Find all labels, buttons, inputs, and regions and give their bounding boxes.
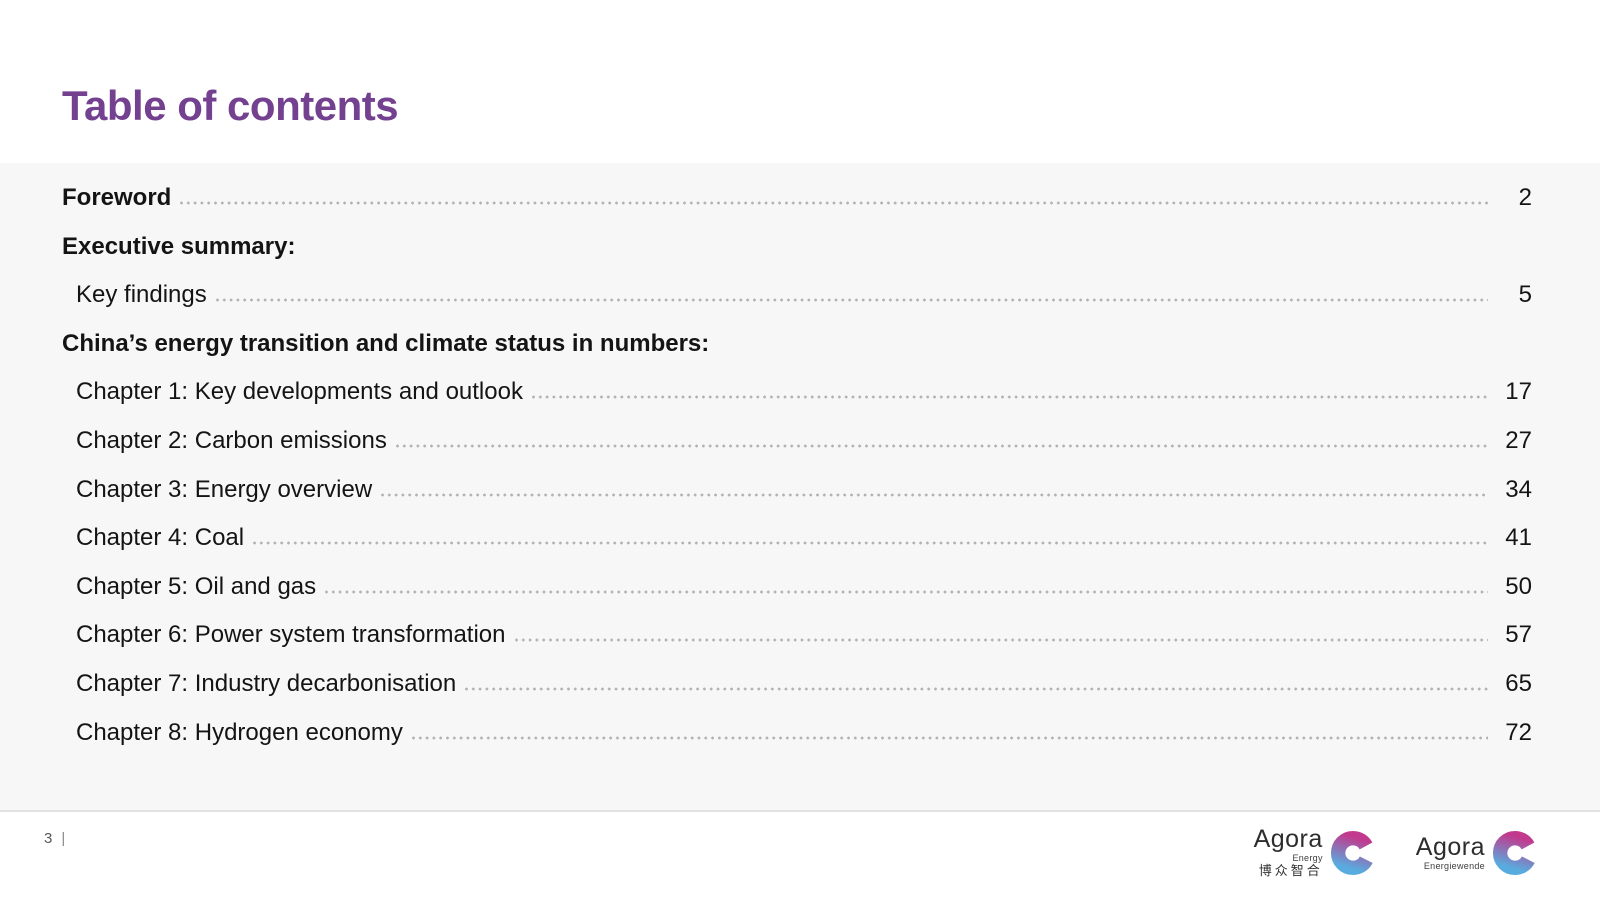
- toc-entry-label: Chapter 8: Hydrogen economy: [76, 718, 403, 746]
- toc-entry-page-number: 17: [1505, 378, 1532, 406]
- toc-entry-label: Chapter 2: Carbon emissions: [76, 426, 387, 454]
- toc-entry[interactable]: Chapter 4: Coal 41: [62, 524, 1532, 573]
- agora-c-logo-icon: [1330, 830, 1375, 876]
- dotted-leader: [531, 395, 1488, 400]
- toc-entry[interactable]: Chapter 1: Key developments and outlook 1…: [62, 378, 1532, 427]
- dotted-leader: [180, 201, 1488, 205]
- toc-entry-label: China’s energy transition and climate st…: [62, 329, 710, 357]
- toc-entry[interactable]: Chapter 6: Power system transformation 57: [62, 621, 1532, 670]
- toc-entry-label: Chapter 4: Coal: [76, 524, 245, 552]
- toc-entry-page-number: 27: [1505, 426, 1532, 454]
- table-of-contents: Foreword 2 Executive summary: Key findings 5…: [0, 163, 1600, 812]
- logo-name: Agora: [1415, 833, 1485, 862]
- logo-energiewende: Agora Energiewende: [1416, 830, 1538, 876]
- toc-entry[interactable]: Chapter 5: Oil and gas 50: [62, 573, 1532, 622]
- toc-entry[interactable]: Foreword 2: [62, 184, 1532, 233]
- toc-entry-label: Executive summary:: [62, 232, 296, 260]
- toc-list: Foreword 2 Executive summary: Key findings 5…: [62, 184, 1532, 767]
- toc-entry-page-number: 41: [1505, 524, 1532, 552]
- toc-entry-label: Chapter 5: Oil and gas: [76, 572, 317, 600]
- dotted-leader: [325, 589, 1488, 594]
- toc-entry-label: Foreword: [62, 184, 172, 211]
- toc-section-heading: Executive summary:: [62, 233, 1532, 282]
- dotted-leader: [514, 638, 1488, 643]
- toc-entry-page-number: 57: [1505, 621, 1532, 649]
- slide-number-value: 3: [44, 830, 53, 847]
- dotted-leader: [381, 492, 1488, 497]
- toc-entry-label: Key findings: [76, 281, 207, 309]
- dotted-leader: [411, 735, 1488, 740]
- dotted-leader: [395, 443, 1488, 448]
- slide-number: 3 |: [44, 830, 65, 847]
- logo-wordmark: Agora Energy 博众智合: [1254, 827, 1323, 879]
- toc-entry-label: Chapter 3: Energy overview: [76, 475, 373, 503]
- agora-c-logo-icon: [1492, 830, 1538, 876]
- logo-subtitle: Energiewende: [1423, 860, 1485, 871]
- dotted-leader: [215, 298, 1488, 303]
- toc-entry-page-number: 72: [1505, 718, 1532, 746]
- logo-wordmark: Agora Energiewende: [1416, 835, 1485, 871]
- toc-entry-label: Chapter 6: Power system transformation: [76, 621, 506, 649]
- toc-section-heading: China’s energy transition and climate st…: [62, 330, 1532, 379]
- dotted-leader: [253, 541, 1488, 546]
- slide-number-separator: |: [61, 830, 66, 847]
- toc-entry[interactable]: Chapter 7: Industry decarbonisation 65: [62, 670, 1532, 719]
- footer-logos: Agora Energy 博众智合 Agora Energiewende: [1254, 821, 1538, 885]
- toc-entry[interactable]: Chapter 2: Carbon emissions 27: [62, 427, 1532, 476]
- toc-entry-label: Chapter 7: Industry decarbonisation: [76, 669, 457, 697]
- logo-name: Agora: [1253, 825, 1323, 854]
- toc-entry-page-number: 65: [1505, 669, 1532, 697]
- page-title: Table of contents: [62, 82, 399, 129]
- dotted-leader: [465, 686, 1488, 691]
- logo-chinese-name: 博众智合: [1258, 862, 1323, 878]
- toc-entry-page-number: 5: [1518, 281, 1532, 309]
- logo-energy: Agora Energy 博众智合: [1254, 827, 1376, 879]
- logo-subtitle: Energy: [1292, 852, 1323, 863]
- toc-entry[interactable]: Key findings 5: [62, 281, 1532, 330]
- toc-entry[interactable]: Chapter 3: Energy overview 34: [62, 476, 1532, 525]
- toc-entry-page-number: 50: [1505, 572, 1532, 600]
- toc-entry-page-number: 34: [1505, 475, 1532, 503]
- toc-entry-label: Chapter 1: Key developments and outlook: [76, 378, 523, 406]
- toc-entry-page-number: 2: [1518, 184, 1532, 211]
- toc-entry[interactable]: Chapter 8: Hydrogen economy 72: [62, 719, 1532, 768]
